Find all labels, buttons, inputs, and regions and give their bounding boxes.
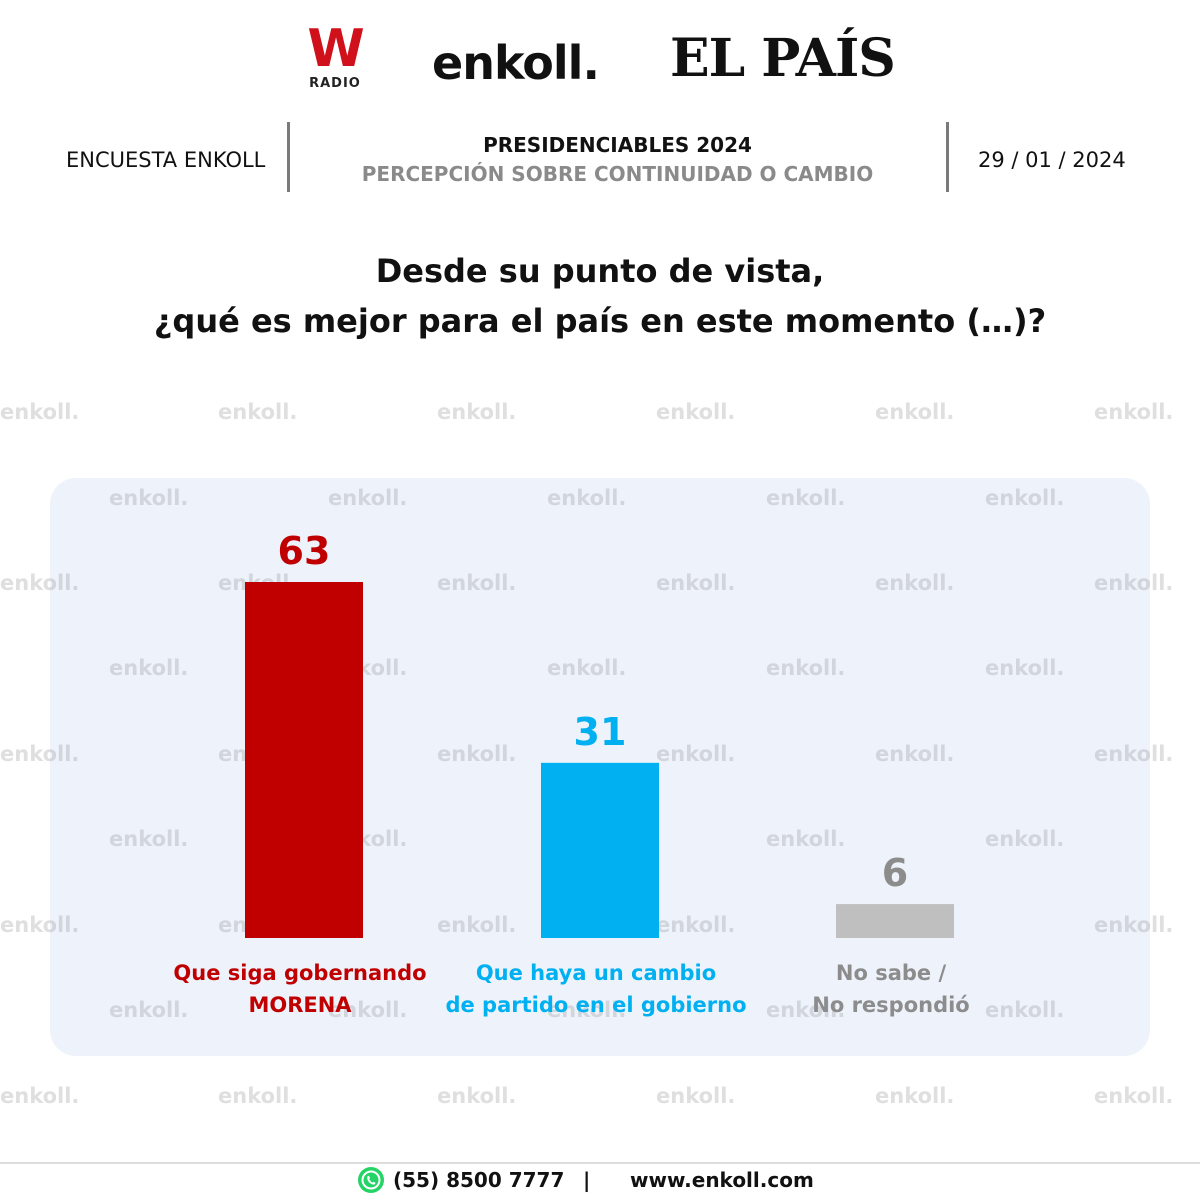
footer: (55) 8500 7777 | www.enkoll.com	[0, 1166, 1200, 1196]
whatsapp-icon	[358, 1167, 384, 1193]
value-label-3: 6	[882, 851, 908, 895]
category-label-1-line-1: Que siga gobernando	[173, 961, 426, 985]
header-center: PRESIDENCIABLES 2024 PERCEPCIÓN SOBRE CO…	[330, 132, 905, 190]
el-pais-logo: EL PAÍS	[670, 28, 896, 89]
footer-separator: |	[583, 1168, 591, 1192]
category-label-3-line-1: No sabe /	[836, 961, 947, 985]
survey-label: ENCUESTA ENKOLL	[66, 148, 266, 172]
header-subtitle: PERCEPCIÓN SOBRE CONTINUIDAD O CAMBIO	[361, 162, 874, 186]
footer-website: www.enkoll.com	[630, 1168, 814, 1192]
w-radio-logo-sub: RADIO	[309, 76, 361, 91]
question-line-1: Desde su punto de vista,	[375, 252, 825, 290]
header-title: PRESIDENCIABLES 2024	[483, 133, 752, 157]
value-label-1: 63	[278, 529, 331, 573]
enkoll-logo: enkoll.	[432, 36, 600, 90]
question: Desde su punto de vista, ¿qué es mejor p…	[0, 246, 1200, 346]
footer-phone: (55) 8500 7777	[393, 1168, 565, 1192]
category-label-2-line-1: Que haya un cambio	[476, 961, 716, 985]
category-label-3-line-2: No respondió	[812, 993, 969, 1017]
survey-date: 29 / 01 / 2024	[978, 148, 1126, 172]
footer-divider	[0, 1162, 1200, 1164]
category-label-2-line-2: de partido en el gobierno	[445, 993, 746, 1017]
value-label-2: 31	[574, 710, 627, 754]
header-divider-left	[287, 122, 290, 192]
header-divider-right	[946, 122, 949, 192]
category-label-1-line-2: MORENA	[248, 993, 352, 1017]
w-radio-logo-letter: W	[307, 19, 364, 79]
logo-bar: W RADIO enkoll. EL PAÍS	[0, 22, 1200, 102]
bar-2	[541, 762, 659, 938]
question-line-2: ¿qué es mejor para el país en este momen…	[153, 302, 1047, 340]
w-radio-logo: W RADIO	[300, 22, 370, 91]
bar-3	[836, 904, 954, 938]
bar-1	[245, 582, 363, 938]
